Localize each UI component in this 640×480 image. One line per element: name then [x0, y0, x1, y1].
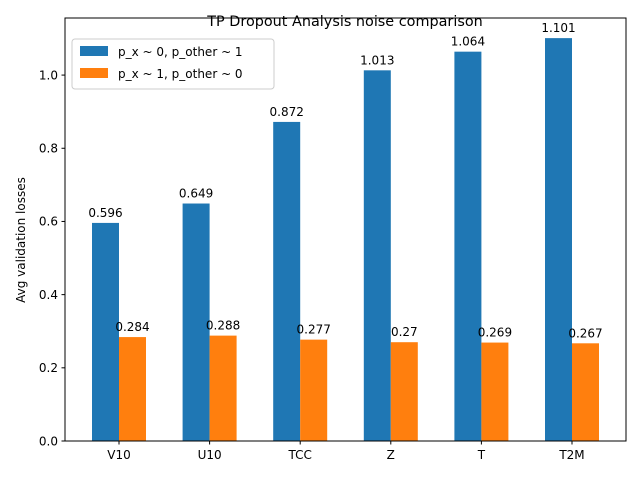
data-label: 0.872 [270, 105, 304, 119]
data-label: 0.269 [478, 326, 512, 340]
legend-swatch [80, 46, 108, 56]
legend-entry: p_x ~ 0, p_other ~ 1 [118, 45, 243, 59]
x-axis: V10 U10 TCC Z T T2M [107, 441, 585, 462]
data-label: 0.284 [115, 320, 149, 334]
y-axis: 0.0 0.2 0.4 0.6 0.8 1.0 [39, 68, 65, 448]
bar [273, 121, 301, 442]
y-tick-label: 0.4 [39, 288, 58, 302]
data-label: 1.101 [541, 21, 575, 35]
bar [119, 337, 146, 441]
data-label: 0.649 [179, 187, 213, 201]
y-tick-label: 0.0 [39, 434, 58, 448]
bar [92, 222, 119, 441]
bar [209, 335, 237, 441]
data-label: 0.288 [206, 319, 240, 333]
bar [481, 342, 509, 441]
legend-entry: p_x ~ 1, p_other ~ 0 [118, 67, 243, 81]
bar [182, 203, 210, 441]
data-label: 0.27 [391, 325, 418, 339]
bar [454, 51, 482, 441]
bar [363, 70, 391, 442]
bar [390, 342, 418, 441]
y-tick-label: 0.2 [39, 361, 58, 375]
y-tick-label: 1.0 [39, 68, 58, 82]
y-axis-label: Avg validation losses [14, 177, 28, 303]
legend-frame [71, 38, 275, 90]
plot-frame [64, 17, 627, 442]
y-tick-label: 0.8 [39, 142, 58, 156]
data-label: 0.267 [568, 326, 602, 340]
chart-title: TP Dropout Analysis noise comparison [206, 14, 483, 30]
data-labels-group: 0.596 0.649 0.872 1.013 1.064 1.101 0.284 0.288… [88, 21, 602, 340]
legend: p_x ~ 0, p_other ~ 1 p_x ~ 1, p_other ~ 0 [71, 38, 275, 90]
bar [545, 38, 572, 442]
x-tick-label: Z [387, 448, 395, 462]
data-label: 0.277 [297, 323, 331, 337]
x-tick-label: U10 [198, 448, 222, 462]
x-tick-label: V10 [107, 448, 130, 462]
legend-swatch [80, 68, 108, 78]
data-label: 1.064 [451, 35, 485, 49]
bar [572, 343, 599, 441]
x-tick-label: TCC [288, 448, 312, 462]
bars-group [92, 38, 599, 442]
x-tick-label: T2M [558, 448, 584, 462]
y-tick-label: 0.6 [39, 215, 58, 229]
data-label: 1.013 [360, 53, 394, 67]
data-label: 0.596 [88, 206, 122, 220]
x-tick-label: T [477, 448, 486, 462]
bar [300, 339, 328, 441]
